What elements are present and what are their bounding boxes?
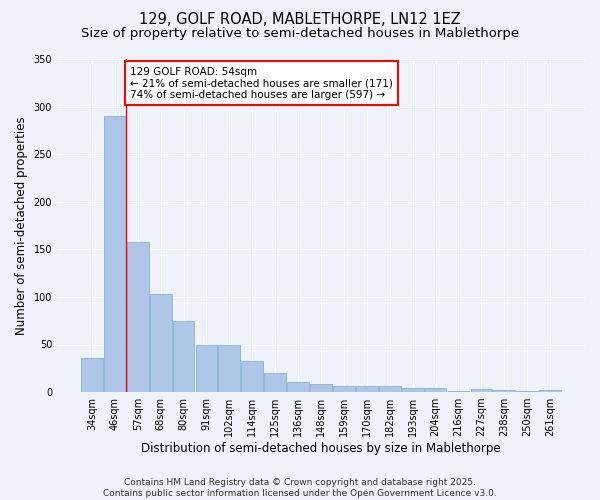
Bar <box>356 386 378 392</box>
X-axis label: Distribution of semi-detached houses by size in Mablethorpe: Distribution of semi-detached houses by … <box>141 442 501 455</box>
Bar <box>173 320 194 392</box>
Bar <box>218 344 240 392</box>
Bar <box>241 360 263 392</box>
Y-axis label: Number of semi-detached properties: Number of semi-detached properties <box>15 116 28 335</box>
Bar <box>265 373 286 392</box>
Bar <box>81 358 103 392</box>
Text: Size of property relative to semi-detached houses in Mablethorpe: Size of property relative to semi-detach… <box>81 28 519 40</box>
Text: 129 GOLF ROAD: 54sqm
← 21% of semi-detached houses are smaller (171)
74% of semi: 129 GOLF ROAD: 54sqm ← 21% of semi-detac… <box>130 66 392 100</box>
Bar <box>425 388 446 392</box>
Bar <box>333 386 355 392</box>
Bar <box>402 388 424 392</box>
Text: 129, GOLF ROAD, MABLETHORPE, LN12 1EZ: 129, GOLF ROAD, MABLETHORPE, LN12 1EZ <box>139 12 461 28</box>
Bar <box>287 382 309 392</box>
Bar <box>379 386 401 392</box>
Bar <box>517 391 538 392</box>
Text: Contains HM Land Registry data © Crown copyright and database right 2025.
Contai: Contains HM Land Registry data © Crown c… <box>103 478 497 498</box>
Bar <box>539 390 561 392</box>
Bar <box>104 116 126 392</box>
Bar <box>196 344 217 392</box>
Bar <box>127 242 149 392</box>
Bar <box>448 391 469 392</box>
Bar <box>310 384 332 392</box>
Bar <box>470 389 492 392</box>
Bar <box>150 294 172 392</box>
Bar <box>493 390 515 392</box>
